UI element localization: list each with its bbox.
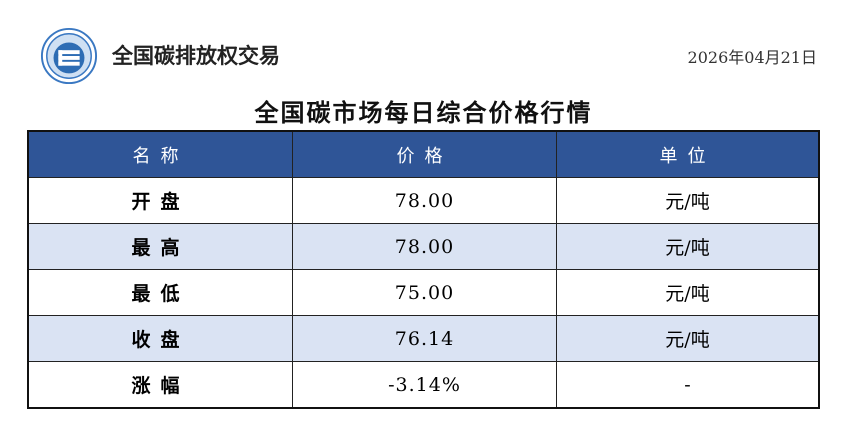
row-unit: 元/吨 [556, 177, 820, 224]
row-unit: 元/吨 [556, 223, 820, 270]
row-unit: 元/吨 [556, 269, 820, 316]
row-name: 涨幅 [27, 361, 293, 409]
table-row: 涨幅 -3.14% - [27, 361, 820, 409]
row-name: 收盘 [27, 315, 293, 362]
table-row: 最高 78.00 元/吨 [27, 223, 820, 270]
row-unit: - [556, 361, 820, 409]
page-title: 全国碳市场每日综合价格行情 [254, 99, 593, 127]
row-unit: 元/吨 [556, 315, 820, 362]
row-name: 最高 [27, 223, 293, 270]
row-price: 76.14 [292, 315, 557, 362]
row-price: 78.00 [292, 223, 557, 270]
table-row: 最低 75.00 元/吨 [27, 269, 820, 316]
column-header-unit: 单位 [556, 130, 820, 178]
table-row: 收盘 76.14 元/吨 [27, 315, 820, 362]
table-row: 开盘 78.00 元/吨 [27, 177, 820, 224]
row-price: 78.00 [292, 177, 557, 224]
row-name: 开盘 [27, 177, 293, 224]
report-date: 2026年04月21日 [687, 48, 817, 67]
column-header-name: 名称 [27, 130, 293, 178]
exchange-logo [40, 27, 98, 85]
price-table: 名称 价格 单位 开盘 78.00 元/吨 最高 78.00 元/吨 最低 75… [27, 130, 820, 409]
table-header: 名称 价格 单位 [27, 130, 820, 178]
row-price: 75.00 [292, 269, 557, 316]
row-name: 最低 [27, 269, 293, 316]
brand-name: 全国碳排放权交易 [112, 44, 280, 68]
column-header-price: 价格 [292, 130, 557, 178]
row-price: -3.14% [292, 361, 557, 409]
